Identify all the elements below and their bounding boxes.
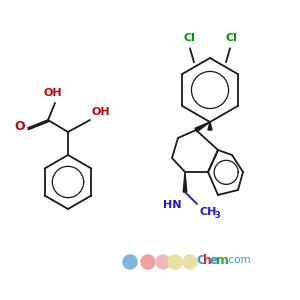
- Text: Cl: Cl: [183, 33, 195, 43]
- Polygon shape: [183, 172, 187, 192]
- Text: m: m: [216, 254, 229, 266]
- Circle shape: [141, 255, 155, 269]
- Circle shape: [123, 255, 137, 269]
- Text: C: C: [196, 254, 205, 266]
- Text: HN: HN: [163, 200, 181, 210]
- Circle shape: [183, 255, 197, 269]
- Text: OH: OH: [92, 107, 111, 117]
- Text: Cl: Cl: [225, 33, 237, 43]
- Text: O: O: [14, 121, 25, 134]
- Text: OH: OH: [44, 88, 62, 98]
- Text: CH: CH: [199, 207, 216, 217]
- Circle shape: [168, 255, 182, 269]
- Polygon shape: [208, 122, 212, 130]
- Text: 3: 3: [214, 211, 220, 220]
- Text: e: e: [209, 254, 218, 266]
- Polygon shape: [195, 122, 210, 132]
- Text: .com: .com: [226, 255, 252, 265]
- Text: h: h: [203, 254, 212, 266]
- Circle shape: [156, 255, 170, 269]
